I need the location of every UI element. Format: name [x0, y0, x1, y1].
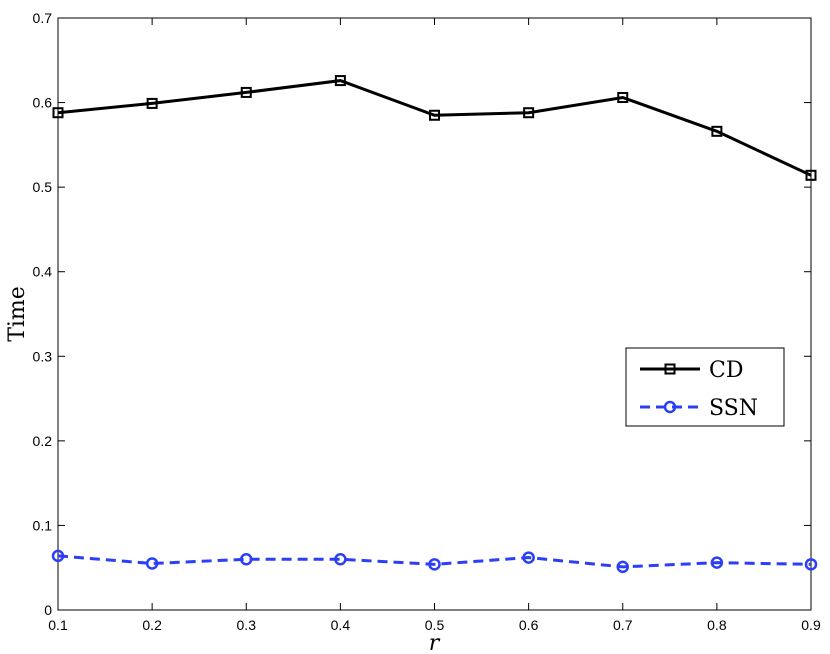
- x-axis-title: r: [429, 631, 441, 654]
- data-point-ssn: [428, 558, 441, 571]
- data-point-cd: [52, 107, 64, 119]
- legend-marker-ssn: [663, 400, 677, 414]
- legend-label-ssn: SSN: [709, 396, 758, 421]
- data-point-ssn: [522, 551, 535, 564]
- data-point-cd: [146, 97, 158, 109]
- data-point-ssn: [616, 560, 629, 574]
- legend-box: [625, 347, 785, 427]
- y-tick-label: 0.4: [33, 264, 53, 280]
- legend: CD SSN: [625, 347, 785, 427]
- data-point-cd: [429, 109, 440, 121]
- x-tick-label: 0.6: [519, 617, 539, 633]
- series-line-cd: [57, 79, 812, 177]
- y-tick-label: 0.3: [33, 348, 53, 364]
- data-point-cd: [523, 107, 535, 119]
- series-line-ssn: [57, 554, 812, 569]
- x-tick-label: 0.7: [613, 617, 633, 633]
- x-tick-label: 0.1: [48, 617, 68, 633]
- data-point-ssn: [804, 558, 818, 571]
- plot-area: [57, 17, 812, 611]
- data-point-ssn: [145, 557, 159, 570]
- x-axis: 0.1 0.2 0.3 0.4 0.5 0.6 0.7 0.8 0.9: [48, 18, 821, 633]
- y-tick-label: 0.6: [33, 95, 53, 111]
- x-tick-label: 0.8: [707, 617, 727, 633]
- y-axis: 0 0.1 0.2 0.3 0.4 0.5 0.6 0.7: [33, 10, 811, 618]
- data-point-cd: [805, 169, 817, 181]
- y-axis-title: Time: [5, 286, 30, 342]
- y-tick-label: 0: [44, 602, 52, 618]
- data-point-cd: [240, 86, 252, 98]
- x-tick-label: 0.5: [425, 617, 445, 633]
- y-tick-label: 0.7: [33, 10, 53, 26]
- data-point-ssn: [710, 556, 724, 569]
- x-tick-label: 0.9: [801, 617, 821, 633]
- data-point-ssn: [240, 553, 253, 566]
- x-tick-label: 0.2: [142, 617, 162, 633]
- y-tick-label: 0.5: [33, 179, 53, 195]
- data-point-ssn: [334, 553, 347, 566]
- series-layer: [51, 75, 818, 574]
- x-tick-label: 0.3: [237, 617, 257, 633]
- legend-label-cd: CD: [709, 358, 743, 383]
- data-point-ssn: [51, 549, 65, 563]
- y-tick-label: 0.1: [33, 517, 53, 533]
- data-point-cd: [711, 125, 723, 137]
- legend-marker-cd: [664, 363, 676, 375]
- data-point-cd: [334, 75, 346, 87]
- y-tick-label: 0.2: [33, 433, 53, 449]
- data-point-cd: [617, 91, 629, 103]
- x-tick-label: 0.4: [331, 617, 351, 633]
